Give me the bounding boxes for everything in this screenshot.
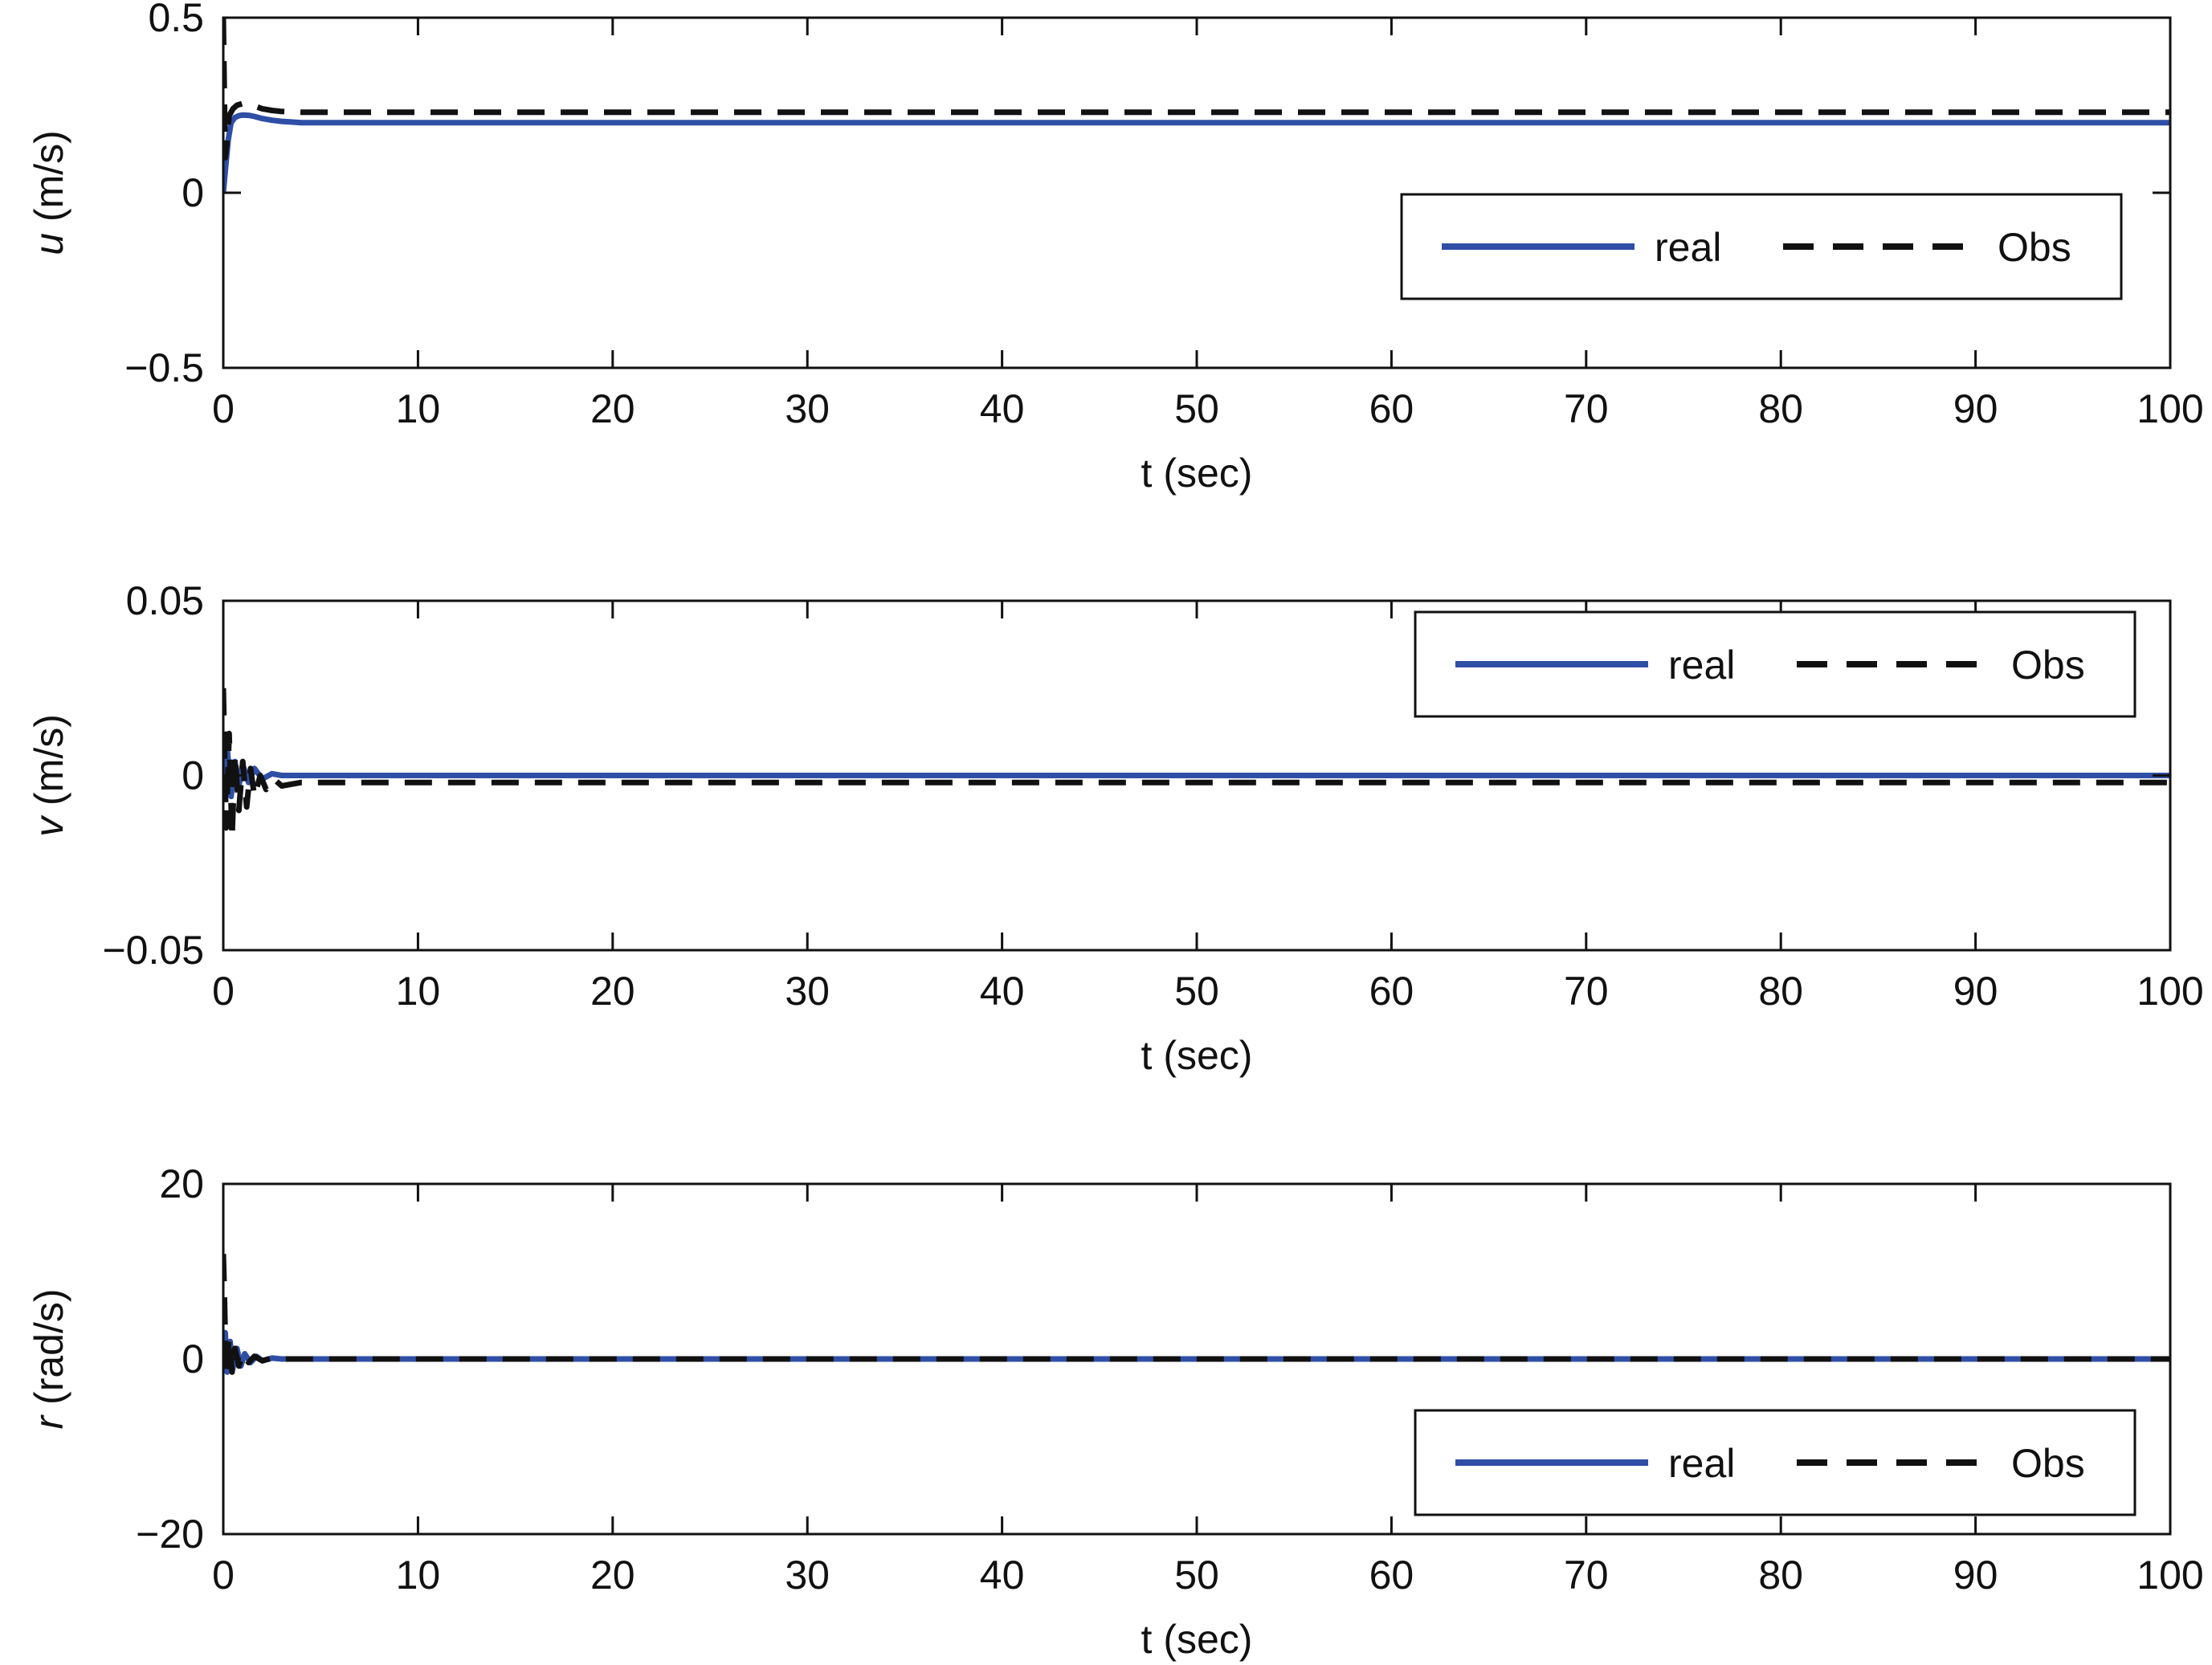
plot-frame: [222, 16, 2172, 369]
x-tick-label: 40: [980, 386, 1025, 431]
x-tick-label: 70: [1564, 386, 1609, 431]
x-tick-label: 90: [1953, 1553, 1998, 1598]
legend-label-real: real: [1668, 1441, 1735, 1486]
y-axis-symbol: r: [27, 1414, 71, 1430]
y-tick-label: 0.05: [126, 578, 204, 623]
chart-panel-1: 0 10 20 30 40 50 60 70 80 90 100−0.500.5t (sec)u (…: [27, 0, 2204, 496]
x-tick-label: 80: [1758, 386, 1803, 431]
x-tick-label: 10: [396, 969, 441, 1014]
y-axis-unit: (rad/s): [27, 1288, 71, 1415]
y-tick-label: −20: [136, 1512, 204, 1557]
x-tick-label: 60: [1369, 386, 1414, 431]
y-axis-symbol: u: [27, 233, 71, 255]
x-axis-label: t (sec): [1141, 1033, 1253, 1078]
y-axis-symbol: v: [27, 814, 71, 837]
y-axis-label: u (m/s): [27, 130, 71, 255]
series-line-real: [223, 745, 2170, 800]
y-tick-label: 20: [159, 1161, 204, 1206]
y-axis-unit: (m/s): [27, 130, 71, 233]
x-tick-label: 0: [212, 969, 235, 1014]
x-tick-label: 20: [590, 386, 635, 431]
series-line-real: [223, 112, 2170, 194]
legend-label-real: real: [1668, 643, 1735, 688]
y-axis-label: r (rad/s): [27, 1288, 71, 1429]
y-tick-label: 0: [182, 753, 204, 798]
y-tick-label: −0.5: [124, 345, 204, 390]
legend-label-obs: Obs: [2011, 643, 2085, 688]
x-tick-label: 30: [785, 969, 830, 1014]
x-tick-label: 50: [1174, 386, 1219, 431]
y-axis-label: v (m/s): [27, 714, 71, 837]
x-tick-label: 50: [1174, 1553, 1219, 1598]
legend: real Obs: [1414, 610, 2136, 718]
series-line-real: [223, 1329, 2170, 1375]
x-tick-label: 0: [212, 386, 235, 431]
x-tick-label: 40: [980, 1553, 1025, 1598]
series-line-obs: [223, 18, 2170, 161]
x-tick-label: 30: [785, 386, 830, 431]
y-axis-unit: (m/s): [27, 714, 71, 817]
x-tick-label: 0: [212, 1553, 235, 1598]
x-axis-label: t (sec): [1141, 451, 1253, 496]
legend-label-obs: Obs: [1998, 225, 2071, 270]
y-tick-label: 0.5: [148, 0, 204, 40]
x-tick-label: 80: [1758, 1553, 1803, 1598]
x-tick-label: 100: [2136, 386, 2203, 431]
x-tick-label: 70: [1564, 1553, 1609, 1598]
y-tick-label: −0.05: [102, 928, 204, 973]
series-line-obs: [223, 1254, 2170, 1380]
legend: real Obs: [1414, 1409, 2136, 1516]
x-tick-label: 90: [1953, 386, 1998, 431]
x-tick-label: 80: [1758, 969, 1803, 1014]
legend: real Obs: [1400, 193, 2123, 300]
x-tick-label: 100: [2136, 1553, 2203, 1598]
x-tick-label: 30: [785, 1553, 830, 1598]
x-tick-label: 60: [1369, 969, 1414, 1014]
x-tick-label: 20: [590, 969, 635, 1014]
x-tick-label: 50: [1174, 969, 1219, 1014]
series-line-obs: [223, 688, 2170, 842]
x-axis-label: t (sec): [1141, 1617, 1253, 1662]
legend-label-real: real: [1655, 225, 1721, 270]
x-tick-label: 40: [980, 969, 1025, 1014]
y-tick-label: 0: [182, 170, 204, 215]
x-tick-label: 100: [2136, 969, 2203, 1014]
x-tick-label: 10: [396, 1553, 441, 1598]
x-tick-label: 10: [396, 386, 441, 431]
x-tick-label: 70: [1564, 969, 1609, 1014]
y-tick-label: 0: [182, 1336, 204, 1381]
x-tick-label: 60: [1369, 1553, 1414, 1598]
legend-label-obs: Obs: [2011, 1441, 2085, 1486]
x-tick-label: 20: [590, 1553, 635, 1598]
x-tick-label: 90: [1953, 969, 1998, 1014]
